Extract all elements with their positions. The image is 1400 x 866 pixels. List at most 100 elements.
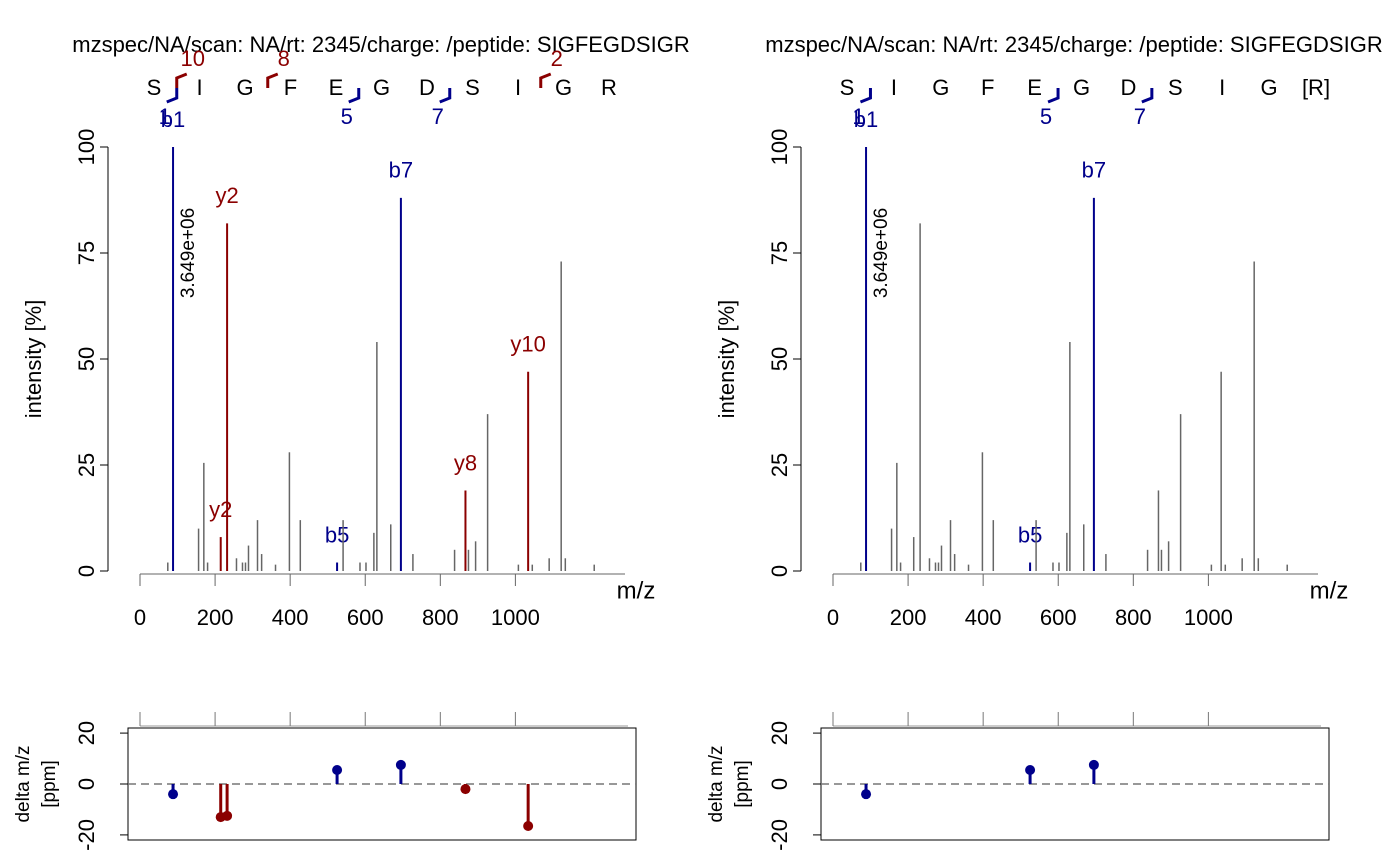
residue: G: [1073, 75, 1090, 100]
x-tick-label: 400: [272, 605, 309, 630]
y-tick-label: 0: [767, 778, 792, 790]
y-fragment-number: 2: [551, 46, 563, 71]
x-tick-label: 400: [965, 605, 1002, 630]
error-point: [523, 821, 534, 831]
x-axis-label: m/z: [1310, 577, 1349, 604]
error-point: [332, 765, 343, 775]
x-tick-label: 800: [422, 605, 459, 630]
residue: I: [196, 75, 202, 100]
y-fragment-marker: [266, 72, 279, 88]
error-point: [395, 759, 406, 770]
x-tick-label: 200: [197, 605, 234, 630]
error-point: [1025, 765, 1036, 775]
b-fragment-number: 1: [159, 104, 171, 129]
residue: G: [236, 75, 253, 100]
y-tick-label: 100: [767, 129, 792, 166]
residue: S: [147, 75, 162, 100]
residue: G: [373, 75, 390, 100]
y-tick-label: 0: [767, 565, 792, 577]
residue: S: [1168, 75, 1183, 100]
b-fragment-marker: [439, 88, 452, 104]
ion-label: b7: [1082, 158, 1106, 183]
x-axis-label: m/z: [617, 577, 656, 604]
x-tick-label: 1000: [491, 605, 540, 630]
x-tick-label: 600: [347, 605, 384, 630]
error-point: [168, 789, 179, 800]
y-tick-label: 0: [74, 565, 99, 577]
y-tick-label: 20: [74, 721, 99, 745]
ion-label: b1: [161, 107, 185, 132]
b-fragment-number: 1: [852, 104, 864, 129]
b-fragment-marker: [1047, 88, 1060, 104]
y-tick-label: 20: [767, 721, 792, 745]
b-fragment-marker: [348, 88, 361, 104]
intensity-annotation: 3.649e+06: [871, 208, 892, 298]
ion-label: y8: [454, 450, 477, 475]
residue: S: [840, 75, 855, 100]
y-fragment-number: 8: [278, 46, 290, 71]
residue: I: [891, 75, 897, 100]
residue: F: [981, 75, 994, 100]
x-tick-label: 800: [1115, 605, 1152, 630]
b-fragment-marker: [1141, 88, 1154, 104]
residue: E: [1027, 75, 1042, 100]
title: mzspec/NA/scan: NA/rt: 2345/charge: /pep…: [765, 32, 1382, 57]
y-axis-label: delta m/z: [13, 745, 34, 822]
y-tick-label: 75: [74, 241, 99, 265]
ion-label: b7: [389, 158, 413, 183]
y-tick-label: 100: [74, 129, 99, 166]
title: mzspec/NA/scan: NA/rt: 2345/charge: /pep…: [72, 32, 689, 57]
error-point: [460, 784, 471, 795]
y-tick-label: 0: [74, 778, 99, 790]
y-axis-label: [ppm]: [732, 760, 753, 808]
y-tick-label: 50: [767, 347, 792, 371]
error-point: [861, 789, 872, 800]
residue: G: [1261, 75, 1278, 100]
residue: R: [601, 75, 617, 100]
x-tick-label: 600: [1040, 605, 1077, 630]
y-axis-label: delta m/z: [706, 745, 727, 822]
ion-label: y10: [510, 332, 545, 357]
x-tick-label: 0: [134, 605, 146, 630]
y-tick-label: 25: [767, 453, 792, 477]
y-tick-label: -20: [767, 819, 792, 851]
error-point: [1088, 759, 1099, 770]
residue: E: [329, 75, 344, 100]
ion-label: b5: [1018, 522, 1042, 547]
b-fragment-number: 5: [341, 104, 353, 129]
y-tick-label: 75: [767, 241, 792, 265]
x-tick-label: 200: [890, 605, 927, 630]
residue: [R]: [1302, 75, 1330, 100]
y-tick-label: 50: [74, 347, 99, 371]
y-tick-label: 25: [74, 453, 99, 477]
b-fragment-number: 7: [432, 104, 444, 129]
x-tick-label: 0: [827, 605, 839, 630]
y-axis-label: [ppm]: [39, 760, 60, 808]
y-fragment-marker: [539, 72, 552, 88]
b-fragment-number: 5: [1040, 104, 1052, 129]
residue: I: [1219, 75, 1225, 100]
y-axis-label: intensity [%]: [21, 300, 46, 419]
ion-label: y2: [215, 183, 238, 208]
b-fragment-marker: [859, 88, 872, 104]
y-fragment-marker: [175, 72, 188, 88]
residue: D: [419, 75, 435, 100]
error-point: [222, 810, 233, 821]
y-axis-label: intensity [%]: [714, 300, 739, 419]
residue: S: [465, 75, 480, 100]
y-tick-label: -20: [74, 819, 99, 851]
x-tick-label: 1000: [1184, 605, 1233, 630]
b-fragment-number: 7: [1134, 104, 1146, 129]
b-fragment-marker: [166, 88, 179, 104]
residue: G: [555, 75, 572, 100]
ion-label: b1: [854, 107, 878, 132]
residue: F: [284, 75, 297, 100]
residue: I: [515, 75, 521, 100]
ion-label: b5: [325, 522, 349, 547]
residue: D: [1120, 75, 1136, 100]
ion-label: y2: [209, 497, 232, 522]
intensity-annotation: 3.649e+06: [178, 208, 199, 298]
y-fragment-number: 10: [181, 46, 205, 71]
residue: G: [932, 75, 949, 100]
